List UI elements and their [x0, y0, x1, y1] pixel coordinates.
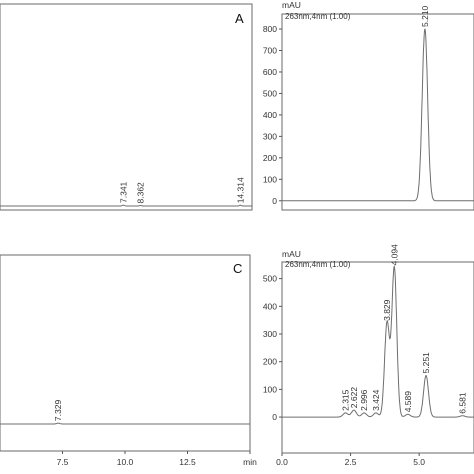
y-tick-label: 600 [263, 67, 277, 77]
panel-a-frame [0, 3, 253, 211]
y-tick-label: 100 [263, 384, 277, 394]
y-tick-label: 700 [263, 45, 277, 55]
peak-label: 7.329 [53, 400, 63, 422]
y-tick-label: 400 [263, 301, 277, 311]
panel-b-frame [281, 13, 474, 211]
y-tick-label: 800 [263, 24, 277, 34]
x-tick-label: 10.0 [117, 457, 134, 467]
x-tick-label: 7.5 [57, 457, 69, 467]
panel-a: A 7.341 8.362 14.314 [0, 3, 253, 211]
panel-c-letter: C [233, 261, 242, 276]
panel-d: mAU 263nm,4nm (1.00) 0 100 200 300 400 500 2.… [263, 244, 474, 467]
peak-label: 4.589 [403, 391, 413, 413]
panel-d-y-ticks: 0 100 200 300 400 500 [263, 274, 282, 422]
y-tick-label: 300 [263, 131, 277, 141]
x-tick-label: min [243, 457, 257, 467]
y-tick-label: 200 [263, 357, 277, 367]
y-tick-label: 0 [272, 412, 277, 422]
peak-label: 3.424 [371, 389, 381, 411]
panel-b-peak-labels: 5.210 [420, 5, 430, 27]
y-tick-label: 500 [263, 274, 277, 284]
x-tick-label: 0.0 [276, 457, 288, 467]
peak-label: 6.581 [458, 392, 468, 414]
panel-d-x-ticks: 0.0 2.5 5.0 [276, 453, 425, 467]
panel-c: C 7.329 7.5 10.0 12.5 min [0, 254, 257, 467]
panel-a-trace [0, 204, 252, 207]
peak-label: 2.315 [341, 389, 351, 411]
panel-c-trace [0, 422, 250, 425]
panel-b-header: 263nm,4nm (1.00) [285, 12, 351, 21]
peak-label: 4.094 [389, 244, 399, 266]
panel-d-header: 263nm,4nm (1.00) [285, 260, 351, 269]
y-tick-label: 400 [263, 110, 277, 120]
panel-c-frame [0, 254, 251, 452]
panel-d-trace [282, 265, 474, 418]
y-tick-label: 200 [263, 153, 277, 163]
peak-label: 14.314 [236, 177, 246, 203]
y-tick-label: 500 [263, 88, 277, 98]
y-tick-label: 100 [263, 174, 277, 184]
peak-label: 5.210 [420, 5, 430, 27]
panel-d-y-unit: mAU [282, 249, 301, 259]
panel-c-x-ticks: 7.5 10.0 12.5 min [57, 451, 257, 467]
panel-b-trace [282, 28, 474, 202]
panel-c-peak-labels: 7.329 [53, 400, 63, 422]
x-tick-label: 12.5 [179, 457, 196, 467]
peak-label: 5.251 [421, 352, 431, 374]
peak-label: 2.622 [349, 387, 359, 409]
x-tick-label: 2.5 [345, 457, 357, 467]
peak-label: 7.341 [118, 181, 128, 203]
y-tick-label: 300 [263, 329, 277, 339]
panel-a-peak-labels: 7.341 8.362 14.314 [118, 177, 245, 203]
panel-d-frame [281, 261, 474, 454]
panel-b-y-unit: mAU [282, 0, 301, 10]
y-tick-label: 0 [272, 196, 277, 206]
x-tick-label: 5.0 [413, 457, 425, 467]
panel-b-y-ticks: 0 100 200 300 400 500 600 700 800 [263, 24, 282, 206]
panel-b: mAU 263nm,4nm (1.00) 0 100 200 300 400 500 600… [263, 0, 474, 211]
peak-label: 8.362 [136, 182, 146, 204]
panel-a-letter: A [235, 11, 244, 26]
peak-label: 3.829 [382, 299, 392, 321]
peak-label: 2.996 [359, 389, 369, 411]
